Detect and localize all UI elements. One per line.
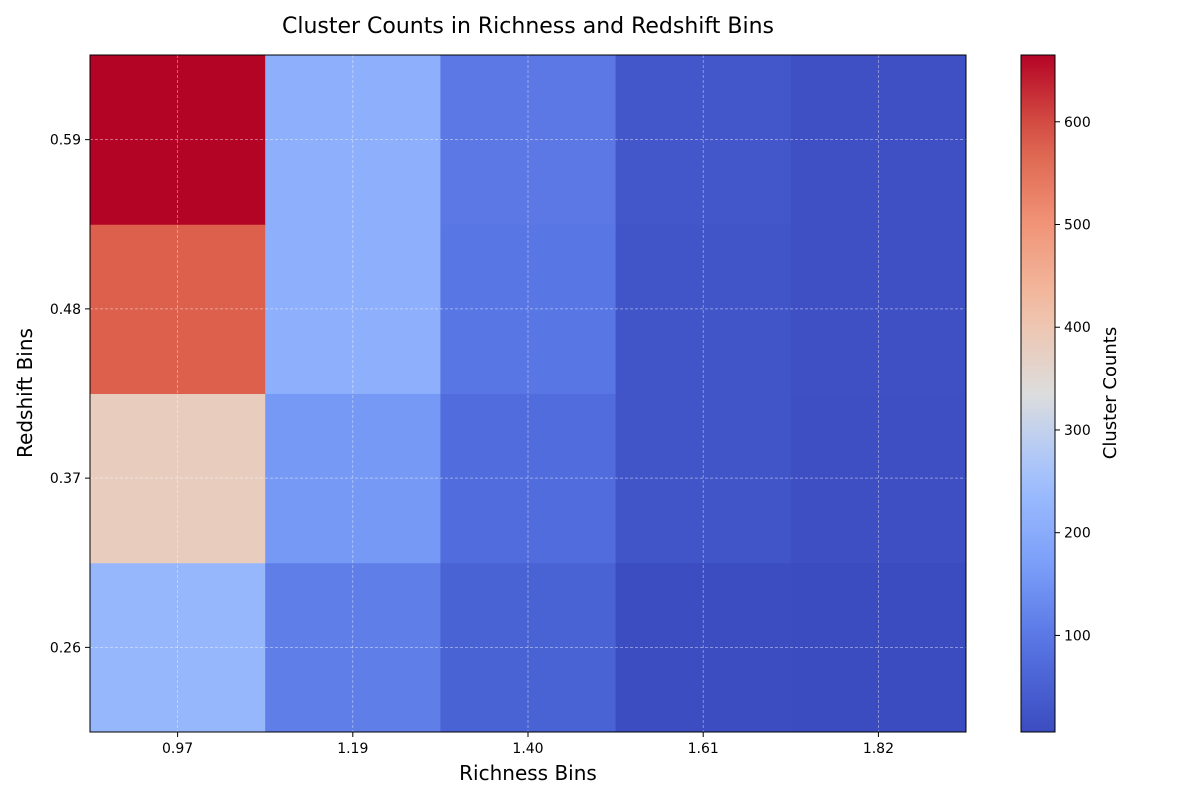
x-tick-label: 0.97 [162,741,193,757]
colorbar-tick-label: 300 [1064,423,1091,439]
colorbar [1020,54,1056,733]
colorbar-tick-label: 400 [1064,320,1091,336]
y-tick-label: 0.48 [50,302,81,318]
x-tick-label: 1.40 [512,741,543,757]
y-ticks: 0.26 0.37 0.48 0.59 [50,133,90,656]
chart-title: Cluster Counts in Richness and Redshift … [282,14,774,39]
y-tick-label: 0.37 [50,471,81,487]
colorbar-label: Cluster Counts [1100,327,1121,459]
colorbar-tick-label: 100 [1064,628,1091,644]
colorbar-ticks: 100 200 300 400 500 600 [1055,115,1091,644]
x-tick-label: 1.82 [863,741,894,757]
y-axis-label: Redshift Bins [13,328,37,458]
colorbar-tick-label: 200 [1064,526,1091,542]
x-ticks: 0.97 1.19 1.40 1.61 1.82 [162,732,894,757]
x-tick-label: 1.19 [337,741,368,757]
colorbar-tick-label: 600 [1064,115,1091,131]
colorbar-tick-label: 500 [1064,218,1091,234]
grid-lines [90,55,966,732]
y-tick-label: 0.59 [50,133,81,149]
x-axis-label: Richness Bins [459,761,597,785]
y-tick-label: 0.26 [50,640,81,656]
x-tick-label: 1.61 [688,741,719,757]
